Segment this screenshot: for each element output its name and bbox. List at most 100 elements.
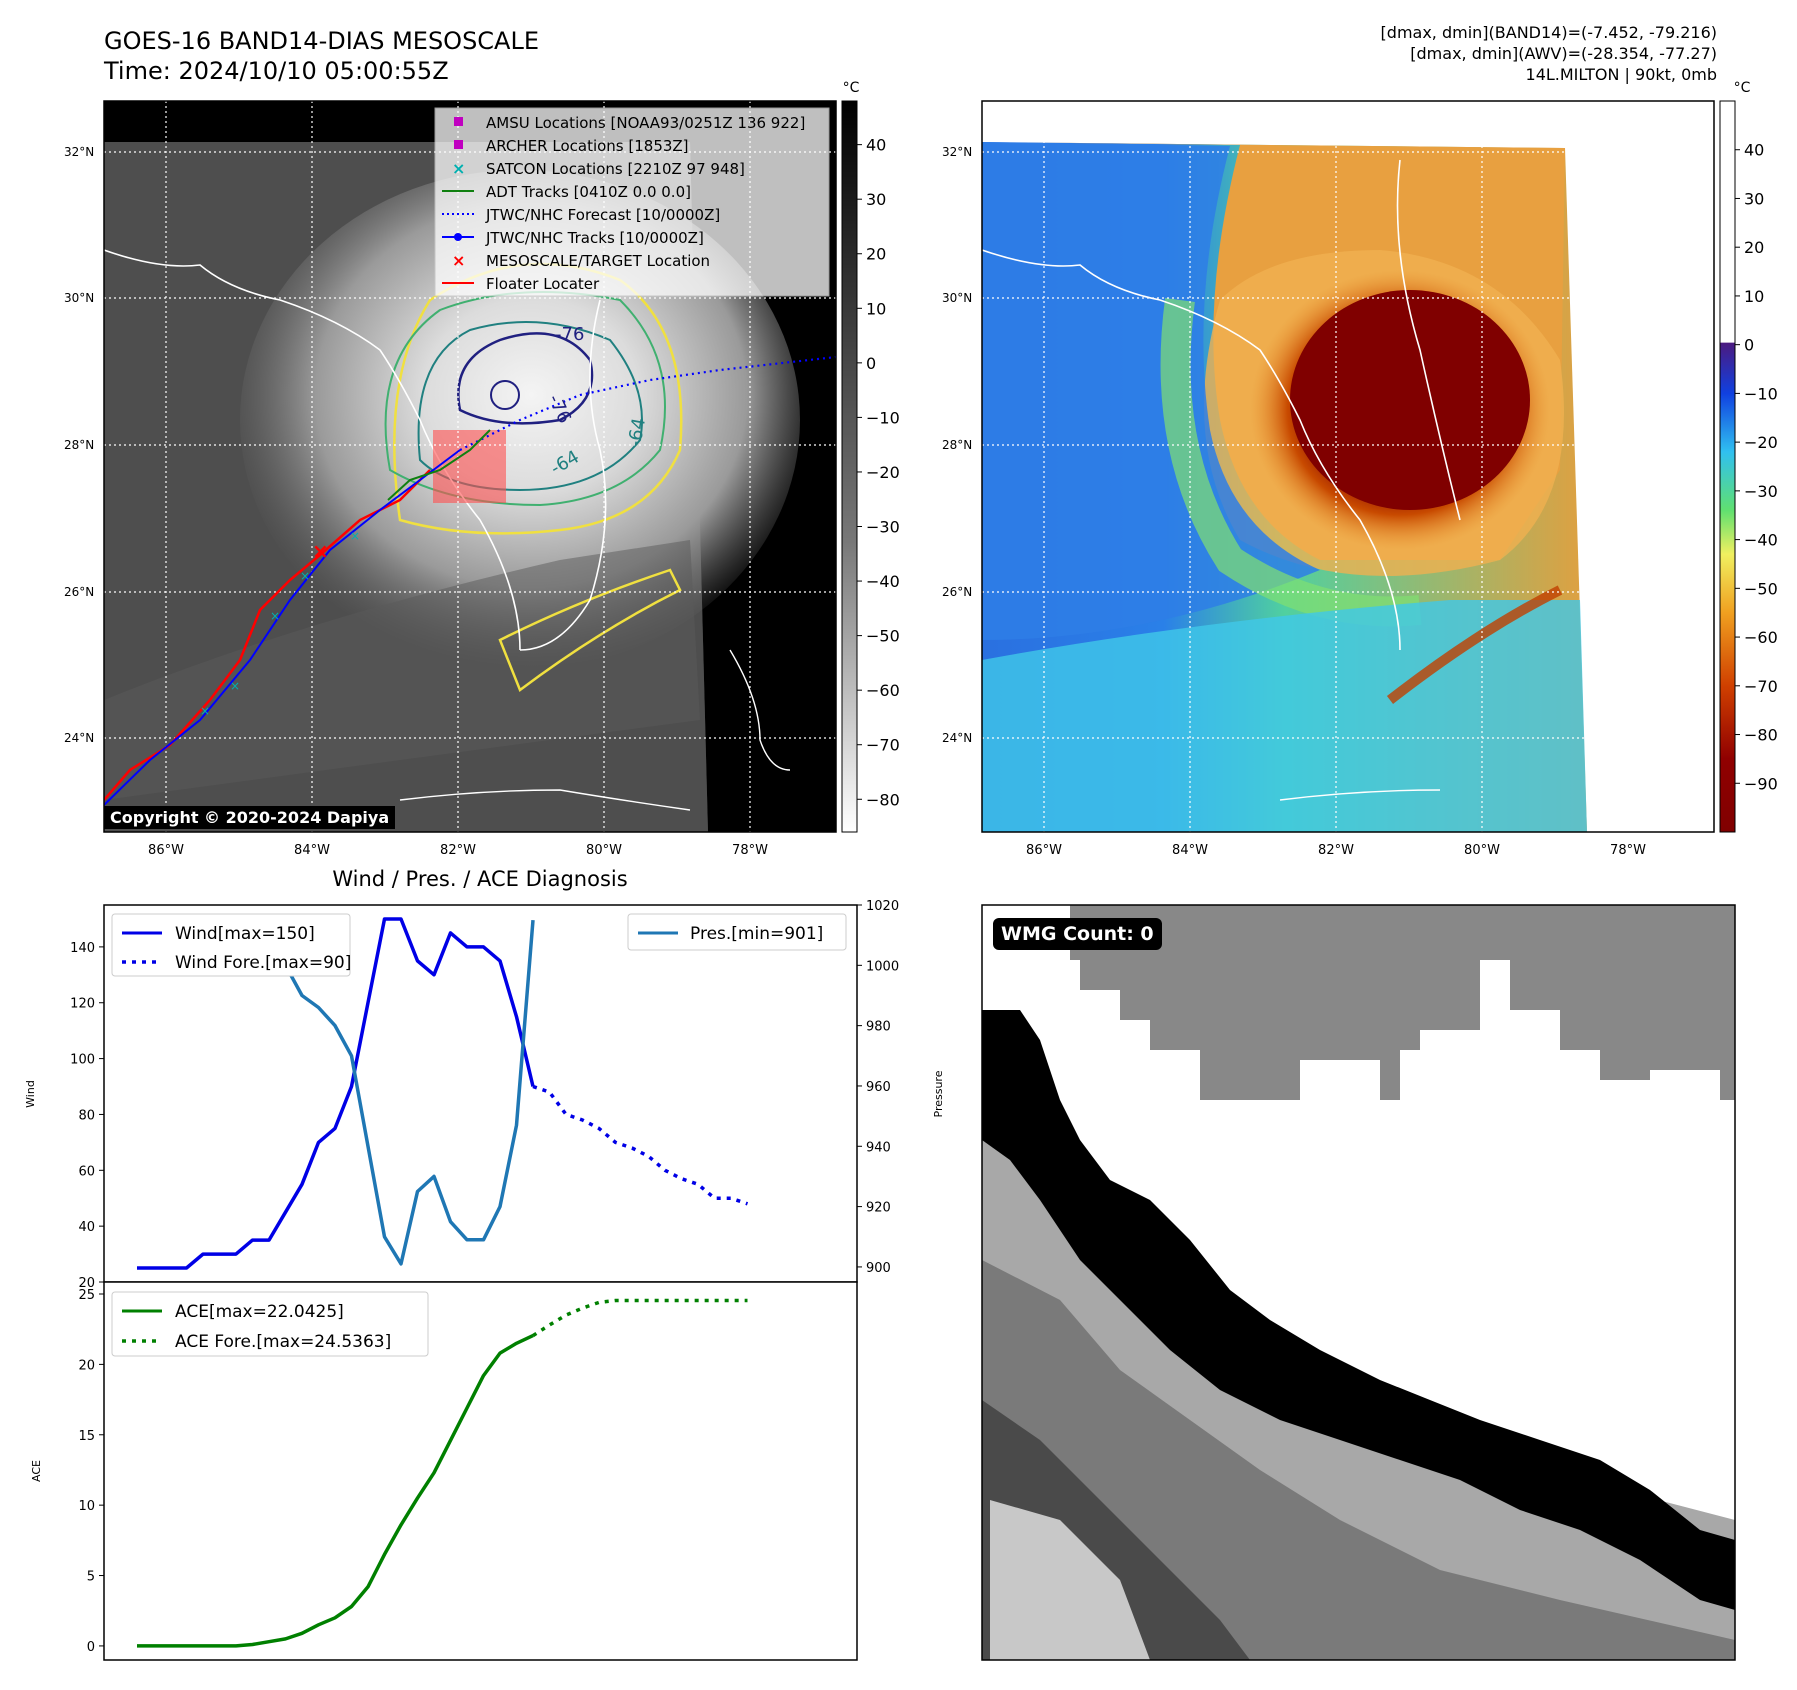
wv-lon-tick-80: 80°W <box>1464 843 1500 858</box>
color-colorbar-tick: −50 <box>1744 579 1778 598</box>
wind-y-tick: 100 <box>70 1053 95 1068</box>
ace-y-tick: 15 <box>78 1429 95 1444</box>
pressure-y-tick: 960 <box>866 1080 891 1095</box>
contour-teal <box>417 321 643 492</box>
ace-y-tick: 5 <box>87 1570 95 1585</box>
gray-colorbar: °C 40 30 20 10 0 −10 −20 −30 −40 −50 −60 −70 −80 <box>841 80 900 833</box>
adt-track <box>387 429 491 501</box>
lon-tick-86: 86°W <box>148 843 184 858</box>
color-colorbar-tick: −40 <box>1744 531 1778 550</box>
gray-colorbar-tick: −10 <box>866 408 900 427</box>
legend-label: JTWC/NHC Forecast [10/0000Z] <box>485 206 720 224</box>
wv-map-panel <box>982 101 1714 832</box>
ace-plot <box>137 1298 748 1648</box>
gray-colorbar-tick: 20 <box>866 245 886 264</box>
wv-map-frame <box>981 100 1715 833</box>
ace-y-tick: 20 <box>78 1358 95 1373</box>
color-colorbar-tick: 0 <box>1744 336 1754 355</box>
stats-line-1: [dmax, dmin](BAND14)=(-7.452, -79.216) <box>1380 23 1717 42</box>
color-colorbar-tick: −10 <box>1744 384 1778 403</box>
wv-lat-tick-32: 32°N <box>942 145 972 159</box>
color-colorbar-tick: 40 <box>1744 141 1764 160</box>
wv-lat-tick-28: 28°N <box>942 438 972 452</box>
legend-item: ARCHER Locations [1853Z] <box>454 137 689 155</box>
gray-colorbar-tick: 10 <box>866 299 886 318</box>
wind-legend: Wind[max=150] Wind Fore.[max=90] <box>111 913 351 977</box>
pressure-axis-label: Pressure <box>932 1070 945 1117</box>
jtwc-forecast-track <box>459 355 836 451</box>
color-colorbar-tick: 30 <box>1744 189 1764 208</box>
color-colorbar-tick: −80 <box>1744 726 1778 745</box>
ace-y-tick: 0 <box>87 1640 95 1655</box>
copyright-badge: Copyright © 2020-2024 Dapiya <box>104 806 396 829</box>
wv-coastline <box>982 249 1401 651</box>
color-colorbar-tick: 20 <box>1744 238 1764 257</box>
stats-line-2: [dmax, dmin](AWV)=(-28.354, -77.27) <box>1410 44 1717 63</box>
pressure-y-tick: 920 <box>866 1201 891 1216</box>
wind-y-tick: 140 <box>70 941 95 956</box>
wv-lon-tick-86: 86°W <box>1026 843 1062 858</box>
contour-label-4: -64 <box>624 416 650 449</box>
wind-forecast-legend-label: Wind Fore.[max=90] <box>175 953 351 973</box>
legend-label: ADT Tracks [0410Z 0.0 0.0] <box>486 183 691 201</box>
gray-colorbar-tick: −80 <box>866 790 900 809</box>
lon-tick-82: 82°W <box>440 843 476 858</box>
gray-colorbar-tick: 30 <box>866 190 886 209</box>
ace-axes: 0 5 10 15 20 25 <box>78 1288 104 1655</box>
satcon-markers: ××××× <box>200 529 360 718</box>
lat-tick-32: 32°N <box>64 145 94 159</box>
legend-label: JTWC/NHC Tracks [10/0000Z] <box>485 229 704 247</box>
ace-y-tick: 25 <box>78 1288 95 1303</box>
wind-legend-label: Wind[max=150] <box>175 924 315 944</box>
color-colorbar-tick: −60 <box>1744 628 1778 647</box>
wv-lat-tick-26: 26°N <box>942 585 972 599</box>
wv-lat-tick-24: 24°N <box>942 731 972 745</box>
gray-colorbar-tick: 0 <box>866 354 876 373</box>
lat-tick-30: 30°N <box>64 291 94 305</box>
lon-tick-84: 84°W <box>294 843 330 858</box>
stats-block: [dmax, dmin](BAND14)=(-7.452, -79.216) [… <box>1381 22 1717 85</box>
ir-map-lat-ticks: 32°N 30°N 28°N 26°N 24°N <box>64 145 94 745</box>
gray-colorbar-tick: −70 <box>866 736 900 755</box>
gray-colorbar-tick: −50 <box>866 627 900 646</box>
wv-map-lon-ticks: 86°W 84°W 82°W 80°W 78°W <box>1026 843 1646 858</box>
legend-label: AMSU Locations [NOAA93/0251Z 136 922] <box>486 114 805 132</box>
wv-lon-tick-84: 84°W <box>1172 843 1208 858</box>
target-marker: × <box>312 539 329 563</box>
ace-forecast-legend-label: ACE Fore.[max=24.5363] <box>175 1332 391 1352</box>
ir-map-lon-ticks: 86°W 84°W 82°W 80°W 78°W <box>148 843 768 858</box>
legend-item: ADT Tracks [0410Z 0.0 0.0] <box>442 183 691 201</box>
wind-axis-label: Wind <box>24 1080 37 1108</box>
legend-item: × SATCON Locations [2210Z 97 948] <box>452 159 745 178</box>
legend-item: × MESOSCALE/TARGET Location <box>452 251 710 270</box>
legend-x-icon: × <box>452 251 465 270</box>
wind-y-tick: 80 <box>78 1108 95 1123</box>
pressure-legend: Pres.[min=901] <box>627 913 847 951</box>
color-colorbar-tick: −90 <box>1744 774 1778 793</box>
legend-label: MESOSCALE/TARGET Location <box>486 252 710 270</box>
legend-x-icon: × <box>452 159 465 178</box>
lat-tick-28: 28°N <box>64 438 94 452</box>
pressure-y-tick: 1020 <box>866 899 899 914</box>
svg-text:×: × <box>300 569 310 583</box>
gray-colorbar-tick: −60 <box>866 681 900 700</box>
contour-label-1: -76 <box>555 324 584 345</box>
svg-text:×: × <box>350 529 360 543</box>
jtwc-track <box>104 449 461 806</box>
svg-text:×: × <box>230 679 240 693</box>
wmg-panel <box>981 904 1736 1661</box>
coastline <box>104 249 521 651</box>
legend-label: ARCHER Locations [1853Z] <box>486 137 689 155</box>
wv-lon-tick-82: 82°W <box>1318 843 1354 858</box>
pressure-y-tick: 900 <box>866 1261 891 1276</box>
gray-colorbar-tick: −20 <box>866 463 900 482</box>
svg-text:×: × <box>270 609 280 623</box>
pressure-y-tick: 1000 <box>866 959 899 974</box>
wv-lon-tick-78: 78°W <box>1610 843 1646 858</box>
gray-colorbar-tick: −40 <box>866 572 900 591</box>
ace-series-line-0 <box>137 1334 534 1648</box>
wind-y-tick: 120 <box>70 997 95 1012</box>
ace-series-line-1 <box>532 1298 748 1338</box>
series-line-0 <box>137 917 535 1270</box>
